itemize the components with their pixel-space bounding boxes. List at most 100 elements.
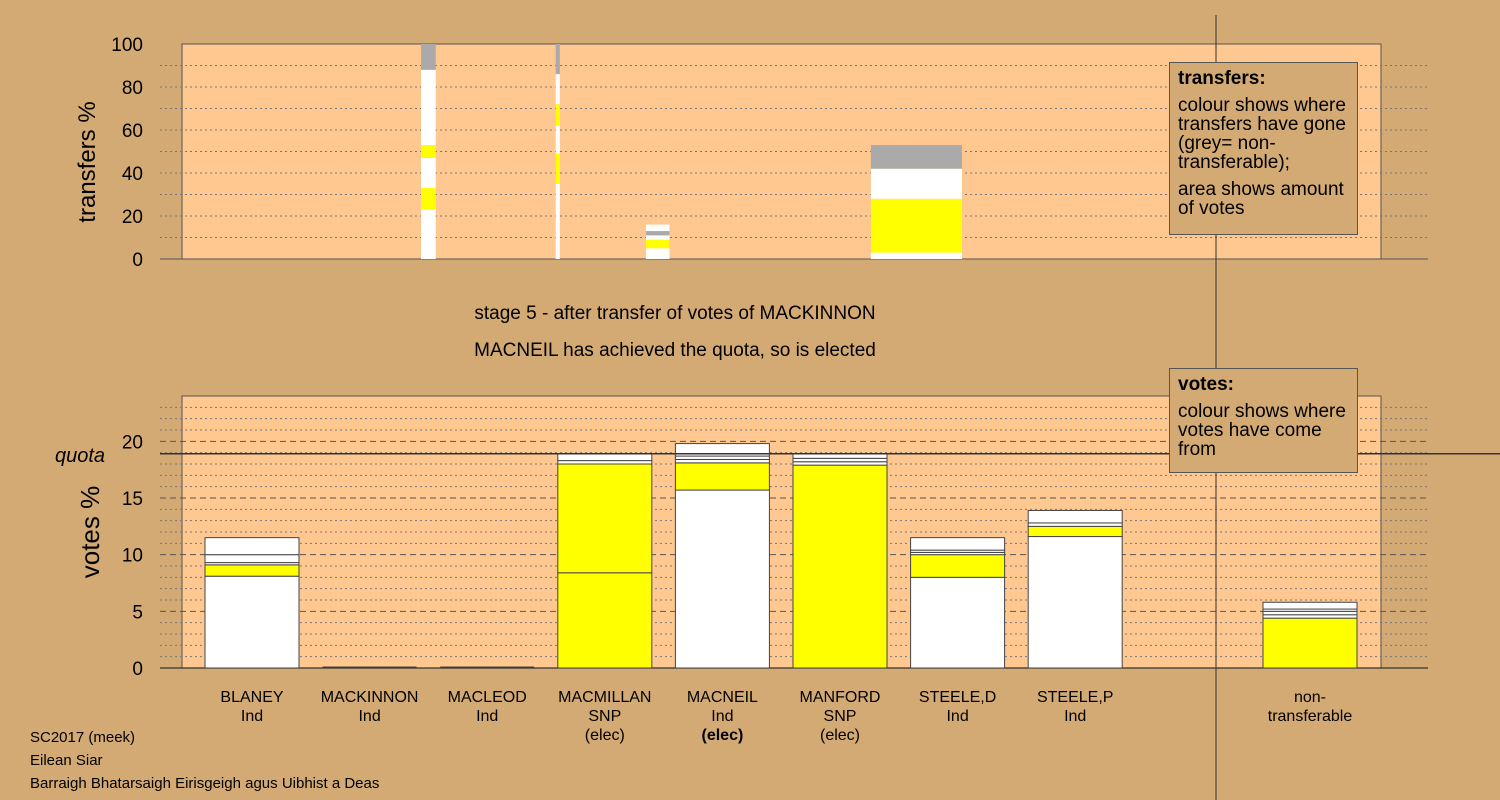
transfers-tick-label: 40 [122, 164, 143, 185]
transfer-segment [870, 168, 963, 195]
vote-segment [1027, 509, 1123, 524]
candidate-name: STEELE,D [919, 689, 996, 706]
candidate-party: Ind [946, 708, 968, 725]
candidate-name: MACKINNON [321, 689, 419, 706]
vote-segment [792, 464, 888, 669]
transfers-tick-label: 0 [132, 250, 143, 271]
votes-tick-label: 15 [122, 489, 143, 510]
footer-council: Eilean Siar [30, 752, 103, 769]
candidate-status: (elec) [585, 727, 625, 744]
candidate-name: MACMILLAN [558, 689, 651, 706]
candidate-party: transferable [1268, 708, 1353, 725]
candidate-party: SNP [824, 708, 857, 725]
vote-segment [204, 564, 300, 577]
transfer-segment [645, 239, 670, 249]
transfer-segment [870, 194, 963, 199]
votes-tick-label: 10 [122, 546, 143, 567]
votes-tick-label: 0 [132, 659, 143, 680]
candidate-status: (elec) [820, 727, 860, 744]
vote-segment [1027, 525, 1123, 538]
candidate-name: MANFORD [800, 689, 881, 706]
candidate-labels: BLANEY Ind MACKINNON Ind MACLEOD Ind MACMILLAN… [220, 689, 1352, 744]
transfers-legend-text-2: area shows amount of votes [1178, 179, 1344, 219]
candidate-name: non- [1294, 689, 1326, 706]
stage-subtitle: MACNEIL has achieved the quota, so is el… [474, 340, 876, 361]
transfer-segment [645, 235, 670, 240]
candidate-name: MACNEIL [687, 689, 758, 706]
transfers-tick-labels: 0 20 40 60 80 100 [111, 35, 143, 271]
transfers-axis-label: transfers % [74, 101, 101, 222]
votes-axis-label: votes % [75, 486, 105, 579]
votes-tick-labels: 0 5 10 15 20 [122, 432, 143, 680]
transfer-segment [645, 248, 670, 259]
vote-segment [674, 489, 770, 669]
stage-title: stage 5 - after transfer of votes of MAC… [474, 303, 875, 324]
candidate-name: MACLEOD [448, 689, 527, 706]
votes-legend: votes: colour shows where votes have com… [1169, 368, 1358, 473]
transfer-segment [555, 74, 560, 105]
transfer-segment [421, 157, 436, 189]
transfer-bars [421, 44, 963, 259]
transfer-segment [645, 231, 670, 236]
transfer-segment [645, 224, 670, 232]
vote-segment [674, 455, 770, 460]
candidate-name: BLANEY [220, 689, 283, 706]
candidate-party: Ind [241, 708, 263, 725]
vote-segment [1027, 522, 1123, 527]
quota-label: quota [55, 445, 105, 467]
vote-segment [1262, 601, 1358, 610]
votes-tick-label: 5 [132, 602, 143, 623]
votes-tick-label: 20 [122, 432, 143, 453]
footer-election: SC2017 (meek) [30, 729, 136, 746]
transfer-segment [421, 188, 436, 210]
transfer-segment [421, 145, 436, 158]
candidate-party: Ind [358, 708, 380, 725]
candidate-name: STEELE,P [1037, 689, 1113, 706]
vote-segment [674, 462, 770, 491]
transfer-segment [555, 104, 560, 126]
vote-segment [674, 458, 770, 464]
footer-ward: Barraigh Bhatarsaigh Eirisgeigh agus Uib… [30, 775, 380, 792]
candidate-party: SNP [588, 708, 621, 725]
vote-segment [910, 576, 1006, 669]
transfers-tick-label: 80 [122, 78, 143, 99]
vote-segment [792, 457, 888, 463]
vote-segment [1262, 610, 1358, 616]
transfers-legend-title: transfers: [1178, 68, 1266, 89]
vote-segment [1027, 536, 1123, 669]
candidate-party: Ind [711, 708, 733, 725]
vote-segment [204, 554, 300, 564]
transfers-tick-label: 20 [122, 207, 143, 228]
transfers-legend: transfers: colour shows where transfers … [1169, 62, 1358, 235]
transfer-segment [421, 209, 436, 259]
vote-segment [1262, 614, 1358, 619]
votes-legend-text: colour shows where votes have come from [1178, 401, 1346, 460]
transfer-segment [555, 153, 560, 184]
transfers-tick-label: 100 [111, 35, 143, 56]
vote-segment [557, 460, 653, 465]
transfer-segment [870, 198, 963, 253]
transfer-segment [555, 183, 560, 259]
transfer-segment [870, 252, 963, 259]
vote-segment [910, 537, 1006, 551]
transfer-segment [421, 44, 436, 70]
vote-segment [792, 461, 888, 466]
votes-legend-title: votes: [1178, 374, 1234, 395]
transfers-legend-text-1: colour shows where transfers have gone (… [1178, 95, 1346, 173]
transfers-tick-label: 60 [122, 121, 143, 142]
vote-segment [204, 575, 300, 669]
vote-segment [910, 554, 1006, 578]
candidate-status: (elec) [702, 727, 744, 744]
candidate-party: Ind [1064, 708, 1086, 725]
transfer-segment [555, 125, 560, 154]
vote-segment [557, 572, 653, 669]
transfer-segment [421, 69, 436, 146]
vote-segment [204, 537, 300, 556]
vote-segment [674, 443, 770, 457]
vote-segment [1262, 617, 1358, 669]
candidate-party: Ind [476, 708, 498, 725]
vote-segment [557, 463, 653, 574]
vote-segment [557, 453, 653, 462]
transfer-segment [555, 44, 560, 75]
